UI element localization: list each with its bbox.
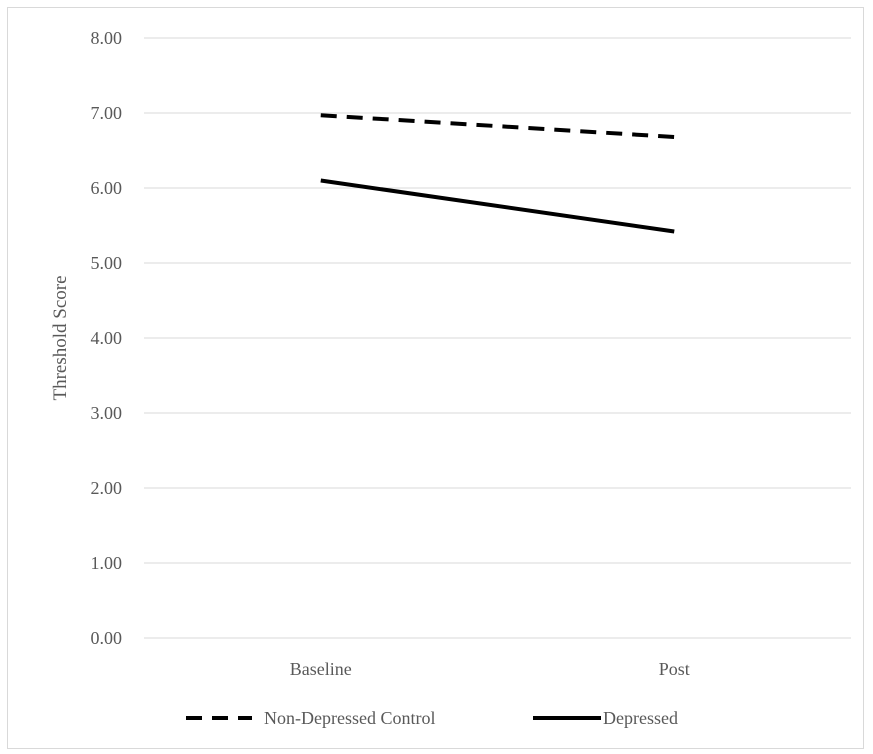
legend: Non-Depressed Control Depressed bbox=[186, 708, 678, 728]
x-tick-label: Baseline bbox=[290, 659, 352, 679]
series-line-depressed bbox=[320, 178, 675, 234]
legend-label: Depressed bbox=[603, 708, 678, 728]
chart-frame bbox=[7, 7, 864, 749]
y-tick-label: 4.00 bbox=[91, 328, 123, 348]
x-tick-label: Post bbox=[659, 659, 690, 679]
y-axis-tick-labels: 0.00 1.00 2.00 3.00 4.00 5.00 6.00 7.00 8.00 bbox=[91, 28, 123, 648]
gridlines bbox=[144, 37, 851, 639]
y-tick-label: 8.00 bbox=[91, 28, 123, 48]
legend-label: Non-Depressed Control bbox=[264, 708, 435, 728]
y-axis-label: Threshold Score bbox=[50, 275, 71, 400]
series-line-non-depressed-control bbox=[320, 113, 675, 139]
y-tick-label: 7.00 bbox=[91, 103, 123, 123]
x-axis-tick-labels: Baseline Post bbox=[290, 659, 690, 679]
y-tick-label: 0.00 bbox=[91, 628, 123, 648]
y-tick-label: 5.00 bbox=[91, 253, 123, 273]
series-lines bbox=[320, 113, 675, 234]
y-tick-label: 6.00 bbox=[91, 178, 123, 198]
y-tick-label: 1.00 bbox=[91, 553, 123, 573]
y-tick-label: 3.00 bbox=[91, 403, 123, 423]
y-tick-label: 2.00 bbox=[91, 478, 123, 498]
